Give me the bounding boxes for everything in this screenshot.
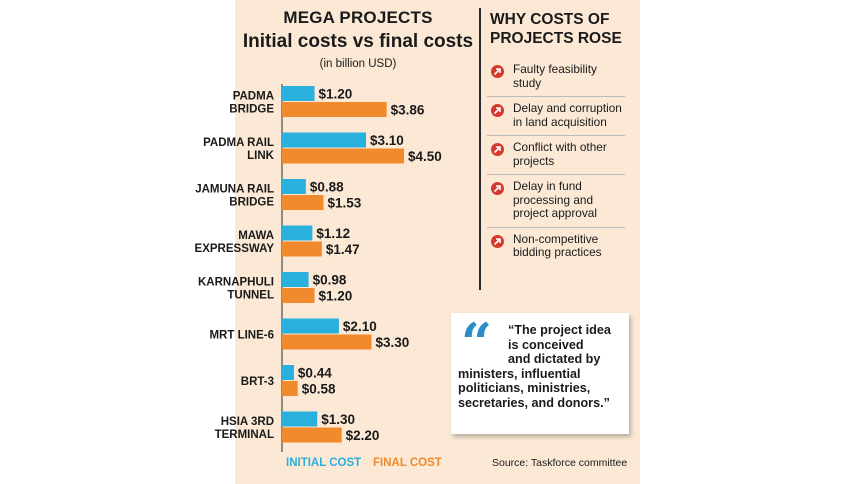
bar-initial-cost xyxy=(282,411,318,427)
value-label-initial: $1.12 xyxy=(316,226,350,241)
chart-title: MEGA PROJECTS xyxy=(283,8,433,27)
bar-final-cost xyxy=(282,148,404,164)
reason-item: Faulty feasibility study xyxy=(487,58,625,97)
value-label-final: $4.50 xyxy=(408,149,442,164)
reason-item: Delay and corruption in land acquisition xyxy=(487,97,625,136)
bar-final-cost xyxy=(282,381,298,396)
value-label-final: $1.47 xyxy=(326,242,360,257)
source-note: Source: Taskforce committee xyxy=(492,457,628,469)
value-label-initial: $2.10 xyxy=(343,319,377,334)
bar-final-cost xyxy=(282,195,324,210)
legend-final-cost: FINAL COST xyxy=(373,457,442,469)
category-label: BRIDGE xyxy=(229,104,274,116)
arrow-up-right-icon xyxy=(491,104,504,117)
bar-final-cost xyxy=(282,334,372,350)
value-label-final: $1.20 xyxy=(319,289,353,304)
value-label-initial: $0.98 xyxy=(313,273,347,288)
bar-initial-cost xyxy=(282,365,294,380)
value-label-final: $2.20 xyxy=(346,428,380,443)
value-label-initial: $1.30 xyxy=(321,412,355,427)
bar-initial-cost xyxy=(282,86,315,101)
value-label-final: $0.58 xyxy=(302,382,336,397)
reason-text: Faulty feasibility study xyxy=(513,62,597,90)
value-label-final: $1.53 xyxy=(327,196,361,211)
column-divider xyxy=(479,8,481,290)
reasons-list: Faulty feasibility study Delay and corru… xyxy=(487,58,625,266)
reason-text: Delay and corruption in land acquisition xyxy=(513,101,622,129)
value-label-initial: $0.88 xyxy=(310,180,344,195)
legend-initial-cost: INITIAL COST xyxy=(286,457,362,469)
bar-final-cost xyxy=(282,102,387,117)
reason-text: Conflict with other projects xyxy=(513,140,607,168)
arrow-up-right-icon xyxy=(491,182,504,195)
bar-initial-cost xyxy=(282,272,309,287)
category-label: MRT LINE-6 xyxy=(209,330,274,342)
category-label: JAMUNA RAIL xyxy=(195,184,274,196)
reasons-title-line1: WHY COSTS OF xyxy=(490,11,610,28)
reason-text: Non-competitive bidding practices xyxy=(513,231,602,259)
bar-final-cost xyxy=(282,241,322,257)
quote-line2: is conceived xyxy=(508,337,584,352)
reason-item: Non-competitive bidding practices xyxy=(487,228,625,266)
reason-item: Conflict with other projects xyxy=(487,136,625,175)
reasons-title-line2: PROJECTS ROSE xyxy=(490,30,622,47)
bar-final-cost xyxy=(282,288,315,303)
value-label-final: $3.86 xyxy=(391,103,425,118)
arrow-up-right-icon xyxy=(491,65,504,78)
quote-rest: ministers, influential politicians, mini… xyxy=(458,366,610,410)
category-label: BRIDGE xyxy=(229,197,274,209)
arrow-up-right-icon xyxy=(491,234,504,248)
category-label: PADMA xyxy=(233,91,274,103)
quote-text: “The project idea is conceived and dicta… xyxy=(458,323,630,410)
category-label: KARNAPHULI xyxy=(198,277,274,289)
value-label-initial: $3.10 xyxy=(370,133,404,148)
category-label: TERMINAL xyxy=(215,429,274,441)
bar-initial-cost xyxy=(282,318,339,334)
category-label: BRT-3 xyxy=(241,376,274,388)
chart-unit: (in billion USD) xyxy=(319,58,397,70)
category-label: TUNNEL xyxy=(227,290,274,302)
value-label-initial: $1.20 xyxy=(319,87,353,102)
quote-line1: “The project idea xyxy=(508,323,611,337)
bar-initial-cost xyxy=(282,179,306,194)
chart-subtitle: Initial costs vs final costs xyxy=(242,31,474,52)
reason-text: Delay in fund processing and project app… xyxy=(513,179,597,220)
category-label: LINK xyxy=(247,150,275,162)
value-label-initial: $0.44 xyxy=(298,366,332,381)
reasons-title: WHY COSTS OF PROJECTS ROSE xyxy=(490,10,630,48)
bar-final-cost xyxy=(282,427,342,443)
reason-item: Delay in fund processing and project app… xyxy=(487,175,625,228)
quote-box xyxy=(451,313,629,434)
category-label: EXPRESSWAY xyxy=(195,243,275,255)
quote-line3: and dictated by xyxy=(508,352,601,366)
arrow-up-right-icon xyxy=(491,143,504,156)
category-label: HSIA 3RD xyxy=(221,416,274,428)
value-label-final: $3.30 xyxy=(375,335,409,350)
bar-initial-cost xyxy=(282,225,313,241)
quote-mark-icon: “ xyxy=(461,311,493,375)
bar-initial-cost xyxy=(282,132,367,148)
category-label: MAWA xyxy=(238,230,274,242)
category-label: PADMA RAIL xyxy=(203,137,274,149)
